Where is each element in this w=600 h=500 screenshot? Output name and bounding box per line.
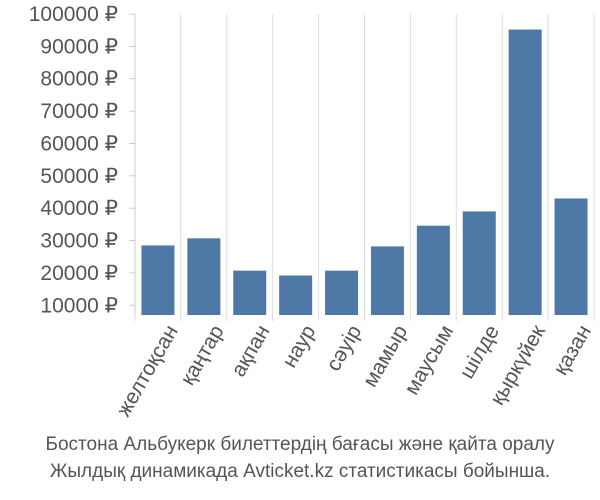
x-tick-label: шілде xyxy=(455,321,504,382)
bar-5 xyxy=(325,270,359,315)
x-tick-label: наур xyxy=(278,321,320,371)
bar-7 xyxy=(416,225,450,315)
y-tick-label: 20000 ₽ xyxy=(40,262,118,285)
y-tick-label: 100000 ₽ xyxy=(29,3,118,26)
x-tick-label: желтоқсан xyxy=(112,321,183,420)
x-tick-label: қазан xyxy=(549,321,596,379)
bar-1 xyxy=(141,245,175,315)
y-tick-label: 30000 ₽ xyxy=(40,230,118,253)
bar-chart: 10000 ₽ 20000 ₽ 30000 ₽ 40000 ₽ 50000 ₽ 60000… xyxy=(29,3,596,421)
y-tick-label: 40000 ₽ xyxy=(40,197,118,220)
y-tick-label: 70000 ₽ xyxy=(40,100,118,123)
chart-caption-line-1: Бостона Альбукерк билеттердің бағасы жән… xyxy=(45,434,555,455)
bar-8 xyxy=(462,211,496,315)
bar-2 xyxy=(187,238,221,315)
grid-lines xyxy=(134,14,595,321)
bar-9 xyxy=(508,29,542,315)
x-tick-label: ақпан xyxy=(227,321,275,381)
y-tick-label: 10000 ₽ xyxy=(40,294,118,317)
bar-6 xyxy=(370,246,404,315)
bars xyxy=(141,29,588,315)
x-tick-label: сәуір xyxy=(322,321,366,375)
y-tick-label: 90000 ₽ xyxy=(40,35,118,58)
bar-3 xyxy=(233,270,267,315)
y-axis xyxy=(129,13,136,315)
x-tick-label: қаңтар xyxy=(176,321,229,389)
bar-4 xyxy=(279,275,313,315)
y-tick-label: 60000 ₽ xyxy=(40,132,118,155)
y-tick-label: 50000 ₽ xyxy=(40,165,118,188)
chart-caption-line-2: Жылдық динамикада Avticket.kz статистика… xyxy=(49,461,551,482)
bar-10 xyxy=(554,198,588,315)
y-tick-labels: 10000 ₽ 20000 ₽ 30000 ₽ 40000 ₽ 50000 ₽ 60000… xyxy=(29,3,118,317)
y-tick-label: 80000 ₽ xyxy=(40,68,118,91)
